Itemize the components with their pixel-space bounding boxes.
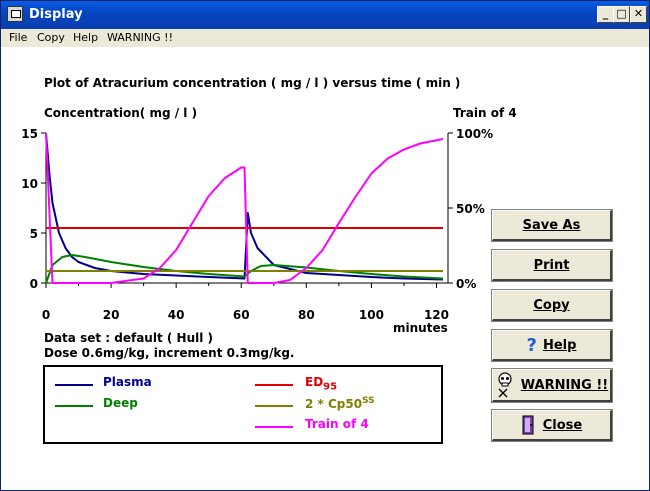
x-unit-label: minutes — [393, 321, 448, 335]
legend: Plasma Deep ED95 2 * Cp50SS Train of 4 — [43, 365, 443, 444]
copy-label: Copy — [533, 297, 570, 313]
right-axis-label: Train of 4 — [453, 106, 517, 120]
close-icon: ✕ — [633, 7, 644, 20]
x-tick-label-40: 40 — [168, 308, 185, 322]
print-button[interactable]: Print — [491, 249, 613, 282]
y2-tick-label-0: 0% — [456, 277, 476, 291]
minimize-button[interactable]: _ — [597, 6, 614, 23]
help-button[interactable]: ? Help — [491, 329, 613, 362]
legend-tof-swatch — [255, 426, 293, 428]
help-icon: ? — [526, 334, 537, 356]
y-tick-label-0: 0 — [30, 277, 38, 291]
warning-label: WARNING !! — [520, 377, 609, 393]
door-exit-icon — [522, 415, 534, 435]
legend-cp50: 2 * Cp50SS — [305, 396, 375, 411]
legend-deep-swatch — [55, 405, 93, 407]
x-tick-label-60: 60 — [233, 308, 250, 322]
print-label: Print — [533, 257, 570, 273]
y-tick-label-5: 5 — [30, 227, 38, 241]
save-as-button[interactable]: Save As — [491, 209, 613, 242]
menu-file[interactable]: File — [9, 31, 28, 44]
y-tick-label-15: 15 — [21, 127, 38, 141]
plot-title: Plot of Atracurium concentration ( mg / … — [44, 76, 461, 90]
legend-cp50-main: 2 * Cp50 — [305, 397, 363, 411]
window-title: Display — [29, 7, 83, 22]
legend-cp50-swatch — [255, 405, 293, 407]
legend-ed95-swatch — [255, 384, 293, 386]
legend-deep: Deep — [103, 396, 138, 410]
left-axis-label: Concentration( mg / l ) — [44, 106, 198, 120]
x-tick-label-120: 120 — [424, 308, 449, 322]
x-tick-label-100: 100 — [359, 308, 384, 322]
x-tick-label-20: 20 — [103, 308, 120, 322]
close-window-button[interactable]: ✕ — [630, 6, 647, 23]
minimize-icon: _ — [602, 7, 609, 20]
close-label: Close — [542, 417, 583, 433]
menu-bar: File Copy Help WARNING !! — [1, 29, 649, 47]
warning-skull-icon — [498, 372, 512, 398]
y2-tick-label-2: 100% — [456, 127, 493, 141]
legend-ed95-sub: 95 — [323, 381, 338, 393]
series-plasma — [45, 132, 444, 281]
menu-warning[interactable]: WARNING !! — [107, 31, 173, 44]
title-bar[interactable]: Display _ □ ✕ — [1, 1, 649, 29]
close-button[interactable]: Close — [491, 409, 613, 442]
dataset-label: Data set : default ( Hull ) — [44, 331, 213, 345]
x-tick-label-0: 0 — [42, 308, 50, 322]
save-as-label: Save As — [522, 217, 581, 233]
legend-ed95: ED95 — [305, 375, 337, 392]
help-label: Help — [542, 337, 577, 353]
legend-cp50-sup: SS — [362, 396, 375, 406]
maximize-button[interactable]: □ — [613, 6, 630, 23]
concentration-chart: 0 20 40 60 80 100 120 0 5 10 15 0% 50% 100% — [21, 127, 493, 322]
legend-plasma: Plasma — [103, 375, 152, 389]
series-train-of-4 — [45, 132, 444, 284]
legend-tof: Train of 4 — [305, 417, 369, 431]
x-tick-label-80: 80 — [298, 308, 315, 322]
maximize-icon: □ — [616, 7, 627, 20]
legend-plasma-swatch — [55, 384, 93, 386]
dose-label: Dose 0.6mg/kg, increment 0.3mg/kg. — [44, 346, 295, 360]
y-tick-label-10: 10 — [21, 177, 38, 191]
warning-button[interactable]: WARNING !! — [491, 368, 613, 403]
menu-copy[interactable]: Copy — [37, 31, 65, 44]
menu-help[interactable]: Help — [73, 31, 99, 44]
y2-tick-label-1: 50% — [456, 202, 485, 216]
app-icon[interactable] — [7, 6, 23, 22]
copy-button[interactable]: Copy — [491, 289, 613, 322]
legend-ed95-main: ED — [305, 375, 324, 389]
